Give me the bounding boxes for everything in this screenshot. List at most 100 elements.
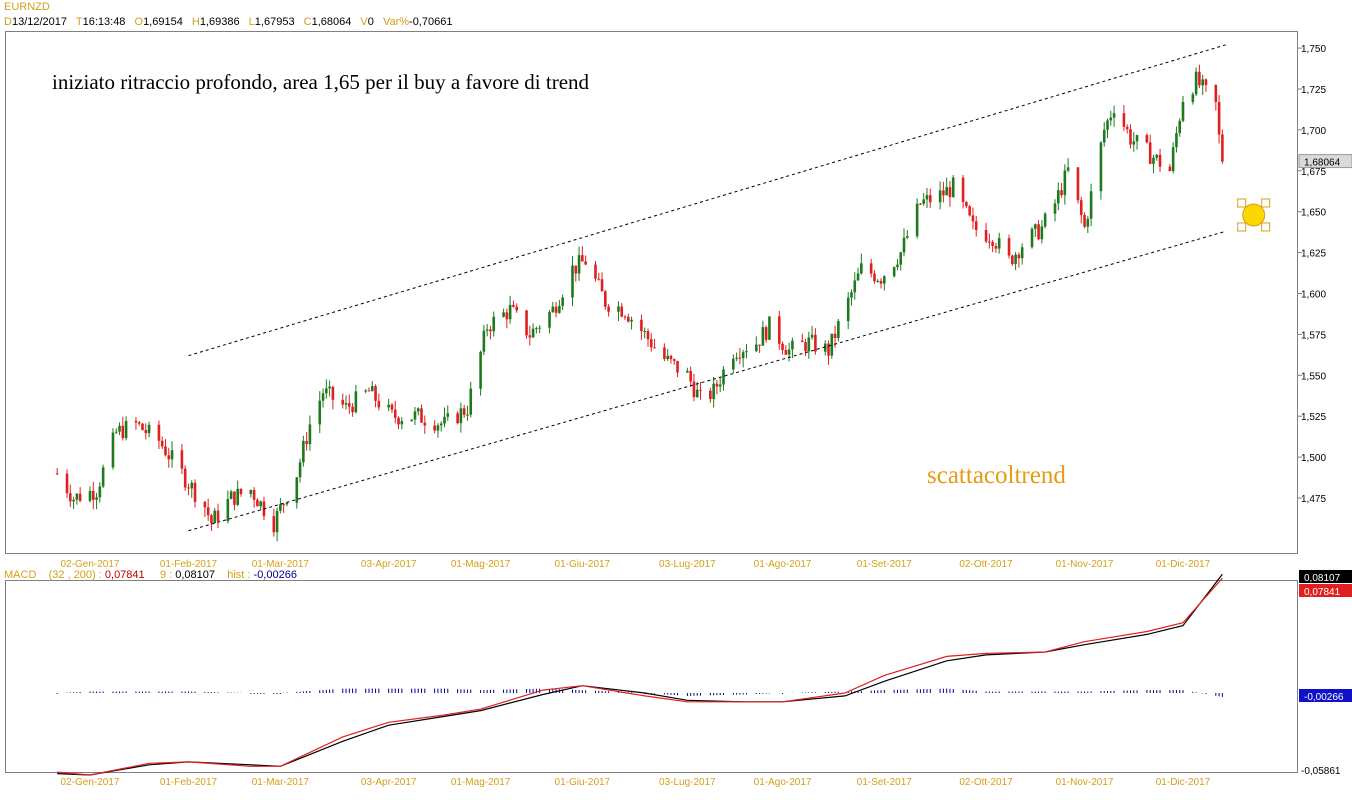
candle-body <box>686 370 689 373</box>
watermark: scattacoltrend <box>927 462 1066 489</box>
candle-body <box>69 493 72 502</box>
candle <box>436 423 440 438</box>
candle-body <box>1020 247 1024 259</box>
candle-body <box>1011 255 1014 265</box>
candle <box>466 405 469 421</box>
candle <box>738 348 742 365</box>
candle-body <box>846 297 850 322</box>
candle-body <box>1007 238 1011 256</box>
marker-handle <box>1237 198 1247 208</box>
candle <box>892 266 896 278</box>
candle <box>160 436 164 449</box>
candle <box>853 272 857 300</box>
candle-body <box>1043 213 1047 227</box>
candle <box>594 260 597 282</box>
x-tick-label: 01-Giu-2017 <box>555 777 611 788</box>
candle <box>676 360 679 377</box>
candle <box>905 230 909 240</box>
candle-body <box>649 339 653 348</box>
price-chart[interactable]: 1,475 1,500 1,525 1,550 1,575 1,600 1,625 1,650… <box>0 0 1352 570</box>
candle-body <box>1178 120 1182 134</box>
candle-body <box>111 432 115 468</box>
candle-body <box>492 316 496 332</box>
candle-body <box>604 291 607 307</box>
candle <box>1191 92 1195 105</box>
candle-body <box>370 386 374 392</box>
candle-body <box>180 450 184 469</box>
candle <box>761 320 765 346</box>
candle-body <box>272 516 276 533</box>
candle-body <box>1076 167 1080 201</box>
candle-body <box>1030 228 1034 248</box>
candle <box>325 379 328 399</box>
candle <box>505 308 509 329</box>
candle-body <box>971 215 975 222</box>
candle <box>1011 254 1014 266</box>
candle <box>1112 105 1116 127</box>
hist-value-label: -0,00266 <box>1304 692 1344 703</box>
candle-body <box>735 357 738 359</box>
x-tick-label: 01-Mar-2017 <box>252 777 310 788</box>
candle <box>282 503 285 513</box>
candle <box>1066 158 1070 173</box>
candle <box>183 465 187 491</box>
candle-body <box>761 327 765 346</box>
candle <box>791 337 794 359</box>
candle-body <box>1145 135 1149 143</box>
candle-body <box>144 430 148 434</box>
candle-body <box>160 440 164 447</box>
candle <box>741 349 745 368</box>
candle <box>114 428 118 435</box>
candle <box>869 258 873 278</box>
candle <box>860 253 863 275</box>
candle-body <box>856 273 860 281</box>
candle <box>581 246 584 262</box>
candle-body <box>860 263 863 274</box>
candle <box>1033 223 1037 238</box>
candle-body <box>1040 226 1044 240</box>
candle <box>649 333 653 352</box>
candle-body <box>823 343 827 352</box>
candle-body <box>869 263 873 274</box>
candle <box>1132 132 1136 152</box>
candle-body <box>699 389 702 391</box>
candle-body <box>758 344 761 346</box>
macd-histogram <box>56 688 1223 697</box>
candle-body <box>65 473 69 494</box>
candle <box>735 352 738 362</box>
x-tick-label: 02-Ott-2017 <box>959 559 1013 570</box>
candle <box>439 421 443 432</box>
candle <box>147 421 151 438</box>
candle-body <box>397 417 400 425</box>
candle <box>699 381 702 400</box>
x-tick-label: 01-Feb-2017 <box>160 559 218 570</box>
candle-body <box>1033 224 1037 229</box>
candle <box>968 204 971 217</box>
candle <box>915 198 919 239</box>
candle <box>233 491 236 511</box>
candle-body <box>764 327 768 340</box>
candle-body <box>1053 203 1057 214</box>
macd-panel <box>5 580 1298 773</box>
candle-body <box>321 393 325 401</box>
candle <box>787 342 791 362</box>
candle <box>141 422 144 431</box>
candle-body <box>850 292 853 298</box>
candle-body <box>1152 157 1155 164</box>
y-tick-label: 1,750 <box>1301 44 1326 55</box>
candle-body <box>439 423 443 426</box>
candle <box>873 270 876 284</box>
y-tick-label: 1,675 <box>1301 167 1326 178</box>
candle <box>640 314 643 340</box>
candle-body <box>1168 166 1172 172</box>
candle <box>1214 84 1218 111</box>
candle <box>423 415 427 434</box>
candle <box>236 480 240 507</box>
macd-chart[interactable]: -0,05861 02-Gen-2017 01-Feb-2017 01-Mar-201… <box>0 570 1352 800</box>
candle <box>344 395 348 410</box>
candle-body <box>663 347 666 360</box>
candle-body <box>91 490 95 500</box>
candle-body <box>236 488 240 505</box>
candle-body <box>1191 94 1195 102</box>
candle <box>1168 164 1172 172</box>
